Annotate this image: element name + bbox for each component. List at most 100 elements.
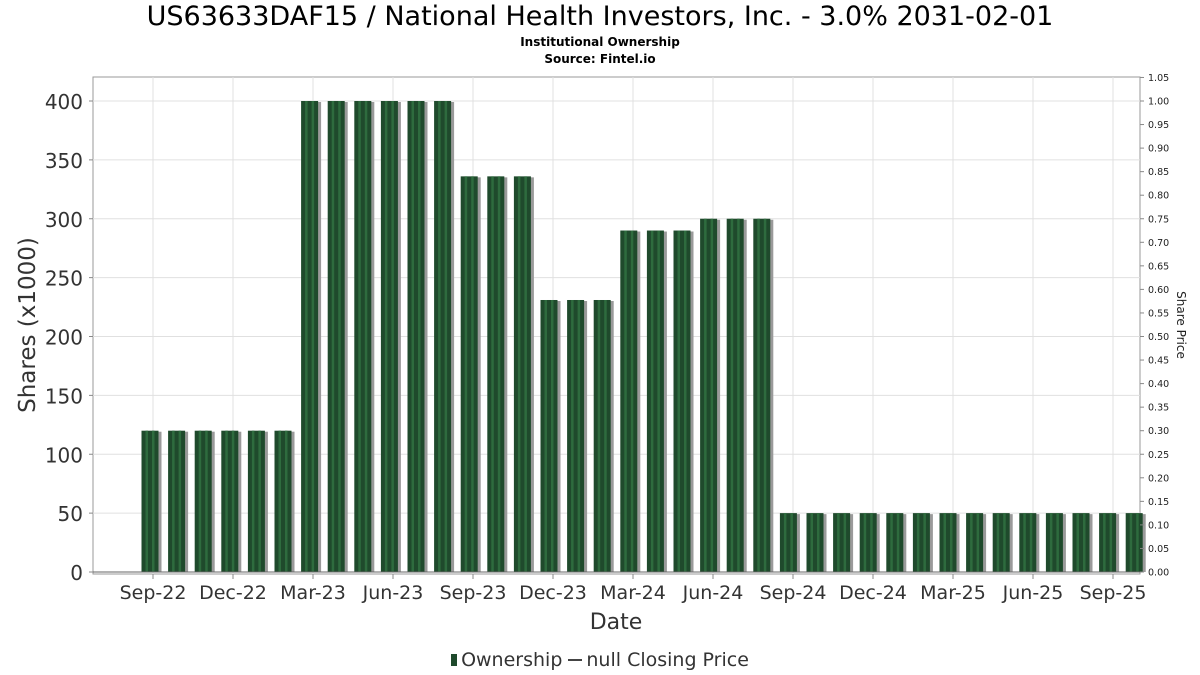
- bar-stripe: [837, 513, 840, 572]
- bar-stripe: [1029, 513, 1033, 572]
- bar-stripe: [285, 430, 288, 572]
- y2-tick-label: 0.75: [1148, 214, 1169, 225]
- bar-stripe: [524, 176, 527, 573]
- ownership-bar: [939, 513, 957, 572]
- y2-tick-label: 0.85: [1148, 167, 1169, 178]
- bar-stripe: [198, 430, 202, 572]
- bar-stripe: [152, 430, 155, 572]
- ownership-bar: [1045, 513, 1063, 572]
- bar-stripe: [418, 101, 421, 572]
- ownership-bar: [646, 230, 664, 572]
- bar-stripe: [1103, 513, 1106, 572]
- bar-stripe: [411, 101, 414, 572]
- y-tick-label: 50: [58, 502, 83, 526]
- bar-stripe: [231, 430, 235, 572]
- bar-stripe: [577, 299, 581, 572]
- bar-stripe: [790, 513, 793, 572]
- x-tick-label: Sep-22: [120, 582, 187, 604]
- y2-tick-label: 0.70: [1148, 238, 1169, 249]
- bar-stripe: [916, 513, 920, 572]
- bar-stripe: [1049, 513, 1053, 572]
- bar-stripe: [331, 101, 335, 572]
- y-tick-label: 350: [45, 149, 83, 173]
- ownership-bar: [912, 513, 930, 572]
- ownership-bar: [1125, 513, 1143, 572]
- bar-stripe: [251, 430, 255, 572]
- y-tick-label: 200: [45, 326, 83, 350]
- ownership-bar: [460, 176, 478, 573]
- ownership-bar: [221, 430, 239, 572]
- bar-stripe: [950, 513, 953, 572]
- bar-stripe: [1076, 513, 1079, 572]
- bar-stripe: [890, 513, 893, 572]
- ownership-bar: [700, 218, 718, 572]
- bar-stripe: [384, 101, 388, 572]
- bar-stripe: [870, 513, 873, 572]
- y2-tick-label: 0.00: [1148, 568, 1169, 579]
- ownership-bar: [1019, 513, 1037, 572]
- ownership-bar: [274, 430, 292, 572]
- ownership-bar: [992, 513, 1010, 572]
- bar-stripe: [438, 101, 441, 572]
- ownership-bar: [726, 218, 744, 572]
- bar-stripe: [391, 101, 394, 572]
- bar-stripe: [730, 218, 734, 572]
- bar-stripe: [145, 430, 148, 572]
- ownership-bar: [859, 513, 877, 572]
- y2-tick-label: 0.20: [1148, 473, 1169, 484]
- y2-tick-label: 0.05: [1148, 544, 1169, 555]
- bar-stripe: [1023, 513, 1026, 572]
- bar-stripe: [1083, 513, 1086, 572]
- ownership-bar: [620, 230, 638, 572]
- ownership-bar: [886, 513, 904, 572]
- legend-ownership-label: Ownership: [461, 648, 563, 671]
- bar-stripe: [1056, 513, 1059, 572]
- x-axis: Sep-22 Dec-22 Mar-23 Jun-23 Sep-23 Dec-23 Mar-…: [93, 571, 1147, 604]
- x-tick-label: Sep-24: [760, 582, 827, 604]
- bar-stripe: [258, 430, 261, 572]
- ownership-bar: [407, 101, 425, 572]
- bar-stripe: [996, 513, 1000, 572]
- x-tick-label: Mar-24: [600, 582, 666, 604]
- x-tick-label: Dec-22: [199, 582, 267, 604]
- y2-tick-label: 0.65: [1148, 261, 1169, 272]
- bar-stripe: [364, 101, 368, 572]
- bar-stripe: [1109, 513, 1113, 572]
- ownership-bar: [434, 101, 452, 572]
- chart-title: US63633DAF15 / National Health Investors…: [146, 1, 1054, 32]
- y2-tick-label: 0.50: [1148, 332, 1169, 343]
- y2-tick-label: 0.95: [1148, 120, 1169, 131]
- bar-stripe: [704, 218, 707, 572]
- y-tick-label: 250: [45, 267, 83, 291]
- bar-stripe: [763, 218, 767, 572]
- ownership-bar: [247, 430, 265, 572]
- bar-stripe: [684, 230, 687, 572]
- bar-stripe: [338, 101, 341, 572]
- bar-stripe: [571, 299, 574, 572]
- bar-stripe: [810, 513, 813, 572]
- y2-axis: 0.00 0.05 0.10 0.15 0.20 0.25 0.30 0.35 0.40 0.45…: [1140, 73, 1169, 579]
- ownership-bar: [567, 299, 585, 572]
- bar-stripe: [544, 299, 547, 572]
- legend: Ownership null Closing Price: [0, 648, 1200, 671]
- y2-tick-label: 0.40: [1148, 379, 1169, 390]
- ownership-bar: [966, 513, 984, 572]
- bar-stripe: [710, 218, 714, 572]
- bar-stripe: [817, 513, 820, 572]
- bar-stripe: [551, 299, 554, 572]
- y2-tick-label: 1.05: [1148, 73, 1169, 84]
- price-legend-line: [568, 658, 583, 661]
- bar-stripe: [757, 218, 760, 572]
- y-tick-label: 300: [45, 208, 83, 232]
- ownership-bar: [593, 299, 611, 572]
- x-tick-label: Sep-25: [1080, 582, 1147, 604]
- y2-tick-label: 0.45: [1148, 356, 1169, 367]
- bar-stripe: [178, 430, 182, 572]
- bar-stripe: [444, 101, 448, 572]
- bar-stripe: [172, 430, 175, 572]
- bar-stripe: [305, 101, 308, 572]
- bar-stripe: [205, 430, 208, 572]
- x-tick-label: Jun-25: [1002, 582, 1064, 604]
- x-tick-label: Dec-23: [519, 582, 587, 604]
